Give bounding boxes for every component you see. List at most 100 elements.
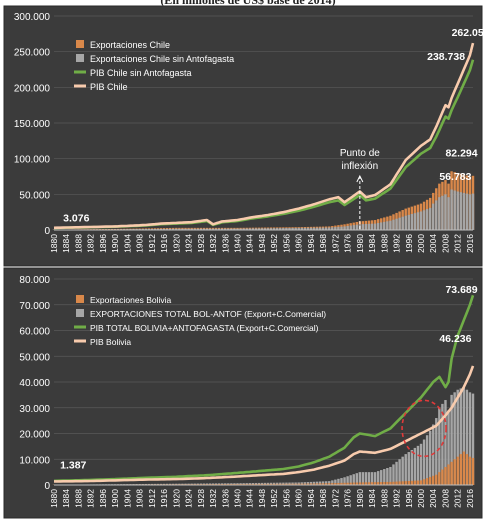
x-tick-label: 1940 — [233, 234, 243, 253]
x-tick-label: 1952 — [269, 234, 279, 253]
bar — [447, 410, 450, 485]
x-tick-label: 2004 — [428, 234, 438, 253]
bar — [331, 227, 334, 230]
bar — [453, 392, 456, 485]
bar — [428, 207, 432, 230]
y-tick-label: 40.000 — [19, 378, 50, 389]
bar — [150, 228, 154, 230]
bar — [346, 482, 349, 485]
bar — [165, 228, 169, 230]
bar — [453, 459, 456, 485]
bar — [178, 228, 181, 230]
legend-label: EXPORTACIONES TOTAL BOL-ANTOF (Export+C.… — [90, 309, 326, 319]
bar — [331, 480, 334, 485]
bar — [260, 483, 264, 485]
bar — [361, 482, 365, 485]
x-tick-label: 1912 — [147, 234, 157, 253]
bar — [343, 226, 346, 230]
bar — [227, 228, 230, 230]
bar — [272, 483, 276, 485]
x-tick-label: 1928 — [196, 234, 206, 253]
bar — [343, 482, 346, 485]
bar — [383, 482, 386, 485]
x-tick-label: 1940 — [233, 489, 243, 508]
bar — [395, 461, 398, 485]
bar — [450, 461, 453, 485]
bar — [416, 212, 420, 230]
legend-swatch — [76, 309, 84, 317]
bar — [349, 475, 352, 485]
x-tick-label: 1932 — [208, 234, 218, 253]
bar — [303, 483, 307, 485]
bar — [428, 430, 432, 485]
bar — [340, 478, 343, 485]
x-tick-label: 1896 — [98, 234, 108, 253]
bar — [297, 483, 300, 485]
bar — [398, 217, 401, 230]
bar — [358, 472, 362, 485]
bar — [468, 392, 472, 485]
x-tick-label: 1988 — [379, 234, 389, 253]
data-label: 238.738 — [427, 51, 465, 63]
y-tick-label: 80.000 — [19, 275, 50, 286]
y-tick-label: 60.000 — [19, 327, 50, 338]
bar — [162, 228, 166, 230]
bar — [383, 469, 386, 485]
data-label: 262.056 — [452, 27, 490, 39]
bar — [386, 481, 389, 485]
x-tick-label: 1980 — [355, 234, 365, 253]
bar — [367, 482, 371, 485]
data-label: 3.076 — [63, 212, 89, 224]
bar — [214, 228, 218, 230]
bar — [441, 469, 444, 485]
bar — [459, 192, 462, 230]
bar — [147, 228, 151, 230]
bar — [337, 226, 340, 230]
chart-panel-bolivia: 0 10.000 20.000 30.000 40.000 50.000 60.000 70.… — [3, 267, 483, 519]
legend-label: Exportaciones Chile sin Antofagasta — [90, 54, 234, 64]
bar — [230, 483, 233, 485]
bar — [373, 482, 377, 485]
bar — [315, 481, 319, 485]
x-tick-label: 1956 — [281, 489, 291, 508]
y-tick-label: 70.000 — [19, 301, 50, 312]
bar — [257, 228, 261, 230]
bar — [444, 466, 447, 485]
highlight-circle — [401, 399, 447, 458]
bar — [392, 464, 395, 485]
bar — [309, 227, 313, 230]
y-tick-label: 0 — [44, 481, 50, 492]
bar — [389, 481, 392, 485]
bar — [407, 452, 410, 485]
x-tick-label: 1992 — [392, 489, 402, 508]
bar — [184, 228, 187, 230]
bar — [276, 483, 279, 485]
bar — [269, 228, 273, 230]
bar — [370, 223, 374, 230]
bar — [422, 439, 426, 485]
bar — [401, 216, 404, 230]
data-label: 46.236 — [439, 333, 471, 345]
x-tick-label: 1904 — [122, 489, 132, 508]
bar — [422, 210, 426, 230]
bar — [303, 227, 307, 230]
bar — [462, 192, 466, 230]
x-tick-label: 2016 — [465, 489, 475, 508]
bar — [462, 451, 466, 485]
bar — [432, 203, 435, 230]
bar — [395, 218, 398, 230]
bar — [282, 228, 285, 230]
bar — [395, 481, 398, 485]
bar — [196, 228, 199, 230]
y-tick-label: 100.000 — [14, 155, 51, 166]
bar — [340, 226, 343, 230]
bar — [291, 483, 294, 485]
bar — [355, 473, 358, 485]
x-tick-label: 1916 — [159, 234, 169, 253]
bar — [465, 454, 469, 485]
bar — [242, 483, 245, 485]
x-tick-label: 1900 — [110, 489, 120, 508]
bar — [318, 483, 322, 485]
x-tick-label: 2012 — [453, 489, 463, 508]
bar — [239, 228, 242, 230]
